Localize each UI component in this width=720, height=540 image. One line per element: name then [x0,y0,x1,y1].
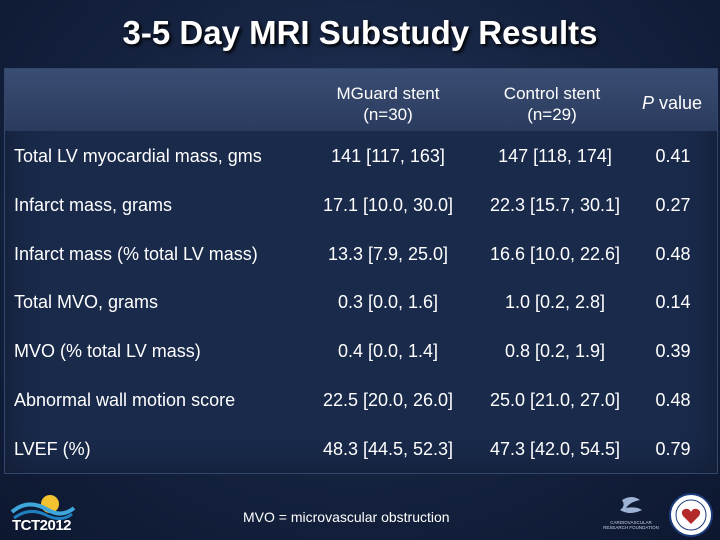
mguard-value: 13.3 [7.9, 25.0] [327,244,449,264]
p-value: 0.39 [655,341,691,361]
mguard-value: 22.5 [20.0, 26.0] [322,390,454,410]
header-control: Control stent (n=29) [472,83,632,125]
table-row: Infarct mass (% total LV mass) 13.3 [7.9,… [5,239,717,269]
row-label: MVO (% total LV mass) [14,341,201,361]
results-table: MGuard stent (n=30) Control stent (n=29)… [4,68,718,474]
header-mguard-name: MGuard stent [336,84,440,103]
control-value: 16.6 [10.0, 22.6] [489,244,621,264]
mguard-value: 17.1 [10.0, 30.0] [322,195,454,215]
header-p-letter: P [641,93,654,113]
p-value: 0.27 [655,195,691,215]
mguard-value: 0.4 [0.0, 1.4] [337,341,439,361]
header-mguard-n: (n=30) [363,105,413,124]
p-value: 0.14 [655,292,691,312]
control-value: 1.0 [0.2, 2.8] [504,292,606,312]
header-control-n: (n=29) [527,105,577,124]
mguard-value: 0.3 [0.0, 1.6] [337,292,439,312]
row-label: Total LV myocardial mass, gms [14,146,262,166]
row-label: LVEF (%) [14,439,91,459]
mguard-value: 48.3 [44.5, 52.3] [322,439,454,459]
row-label: Total MVO, grams [14,292,159,312]
control-value: 47.3 [42.0, 54.5] [489,439,621,459]
table-header [5,69,717,131]
header-p-word: value [653,93,703,113]
p-value: 0.48 [655,390,691,410]
heart-seal-logo-icon [669,493,713,537]
control-value: 25.0 [21.0, 27.0] [489,390,621,410]
table-row: Abnormal wall motion score 22.5 [20.0, 26… [5,385,717,415]
table-row: Infarct mass, grams 17.1 [10.0, 30.0] 22.3… [5,190,717,220]
table-row: MVO (% total LV mass) 0.4 [0.0, 1.4] 0.8 [… [5,336,717,366]
tct-wave-logo-icon [10,495,76,521]
p-value: 0.79 [655,439,691,459]
header-p-value: P value [632,93,712,114]
row-label: Infarct mass, grams [14,195,173,215]
table-row: Total MVO, grams 0.3 [0.0, 1.6] 1.0 [0.2, … [5,287,717,317]
crf-swoosh-logo-icon [620,497,642,513]
slide-title: 3-5 Day MRI Substudy Results [122,14,598,51]
row-label: Abnormal wall motion score [14,390,236,410]
p-value: 0.41 [655,146,691,166]
footnote: MVO = microvascular obstruction [243,509,450,525]
table-row: Total LV myocardial mass, gms 141 [117, 1… [5,141,717,171]
control-value: 147 [118, 174] [498,146,612,166]
control-value: 22.3 [15.7, 30.1] [489,195,621,215]
crf-logo-text: CARDIOVASCULAR RESEARCH FOUNDATION [603,520,659,530]
header-mguard: MGuard stent (n=30) [308,83,468,125]
tct-logo-text: TCT2012 [12,517,72,534]
control-value: 0.8 [0.2, 1.9] [504,341,606,361]
header-control-name: Control stent [503,84,601,103]
p-value: 0.48 [655,244,691,264]
mguard-value: 141 [117, 163] [331,146,445,166]
row-label: Infarct mass (% total LV mass) [14,244,258,264]
table-row: LVEF (%) 48.3 [44.5, 52.3] 47.3 [42.0, 54.… [5,434,717,464]
